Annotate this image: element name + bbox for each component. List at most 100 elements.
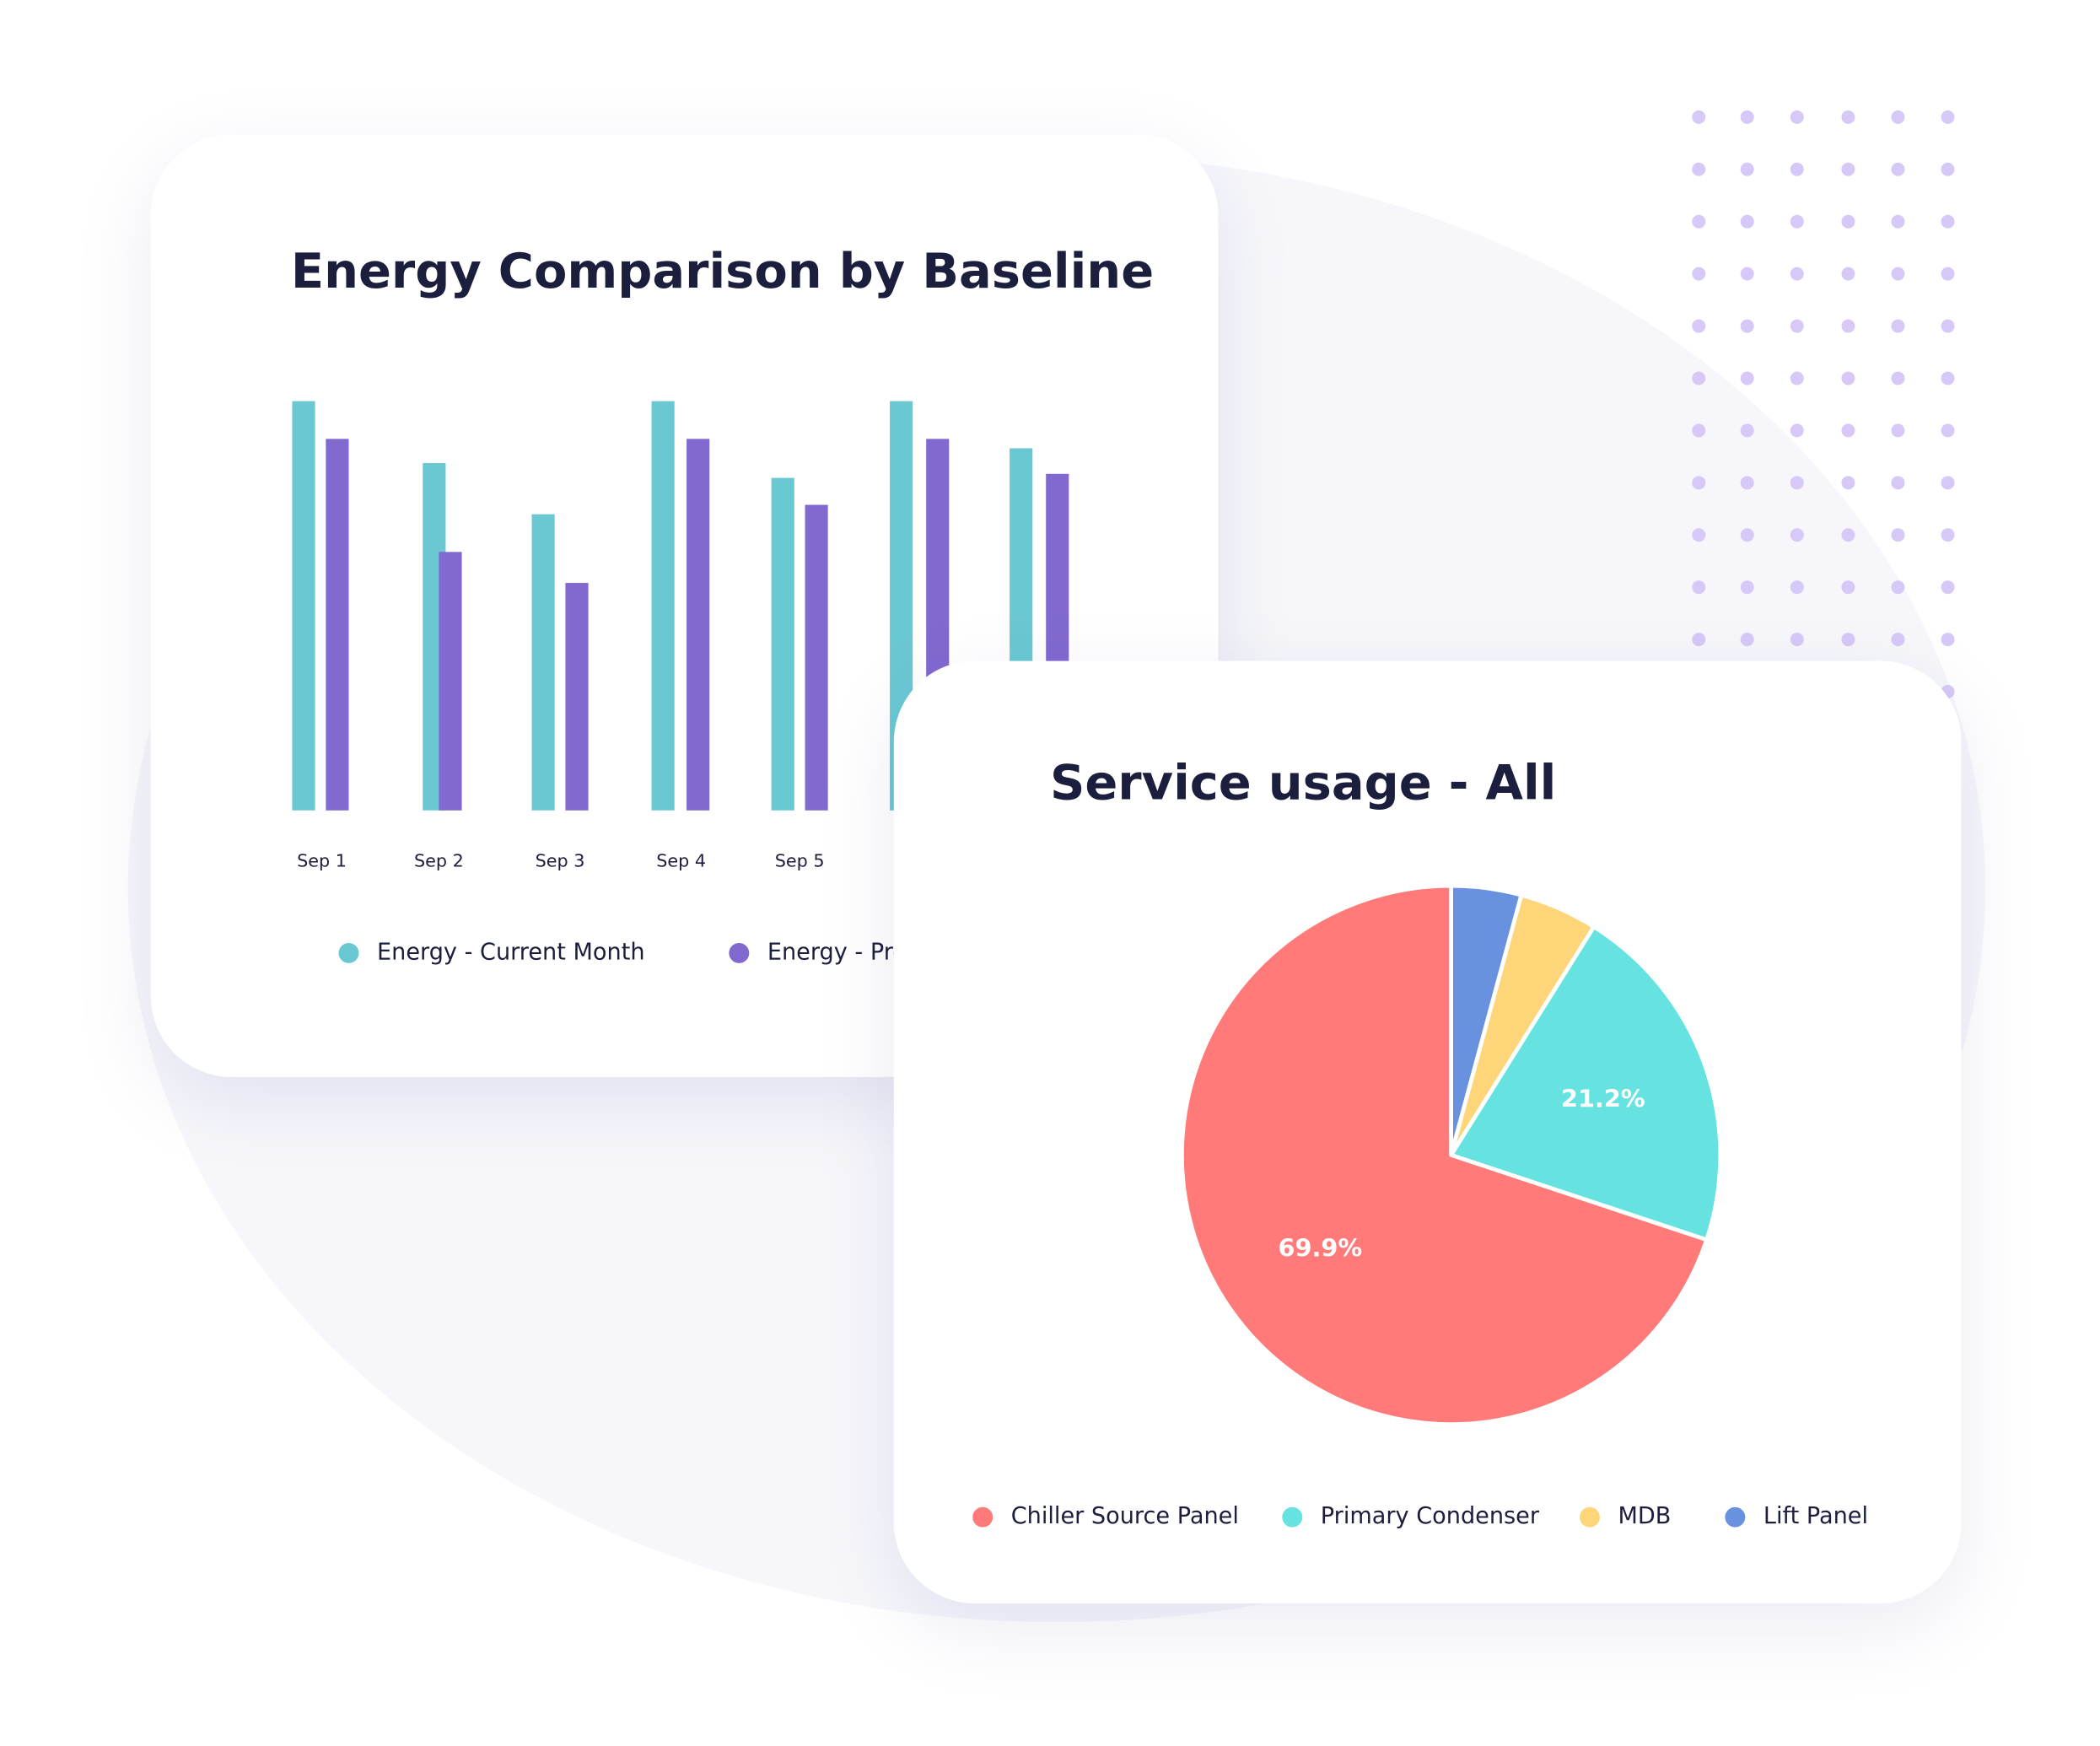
dot: [1740, 110, 1754, 124]
legend-marker: [338, 942, 359, 963]
dot: [1692, 319, 1706, 333]
x-tick-label: Sep 5: [775, 850, 825, 870]
dot: [1841, 423, 1855, 438]
x-tick-label: Sep 4: [656, 850, 706, 870]
dot: [1692, 371, 1706, 385]
dot: [1740, 319, 1754, 333]
dot: [1841, 371, 1855, 385]
legend-marker: [1725, 1506, 1746, 1528]
bar: [292, 401, 315, 811]
dot: [1891, 162, 1905, 176]
pie-slice: [1449, 924, 1723, 1242]
dot: [1941, 162, 1955, 176]
dot: [1790, 110, 1804, 124]
dot: [1891, 580, 1905, 595]
dot: [1790, 423, 1804, 438]
dot: [1891, 371, 1905, 385]
dot: [1740, 528, 1754, 542]
dot: [1891, 214, 1905, 229]
dot: [1692, 267, 1706, 281]
dot: [1891, 267, 1905, 281]
legend-label: MDB: [1618, 1503, 1672, 1529]
bar: [651, 401, 675, 811]
dot: [1841, 476, 1855, 490]
bar: [565, 583, 589, 811]
dot: [1740, 423, 1754, 438]
legend-marker: [1282, 1506, 1303, 1528]
dot: [1740, 214, 1754, 229]
dot: [1941, 580, 1955, 595]
dot: [1692, 162, 1706, 176]
data-label: 21.2%: [1561, 1084, 1645, 1113]
dot: [1692, 423, 1706, 438]
dot: [1891, 110, 1905, 124]
dot: [1841, 162, 1855, 176]
legend-label: Lift Panel: [1763, 1503, 1868, 1529]
dot: [1740, 267, 1754, 281]
dot: [1841, 580, 1855, 595]
dot: [1941, 267, 1955, 281]
dot: [1891, 319, 1905, 333]
dot: [1941, 110, 1955, 124]
dot: [1790, 580, 1804, 595]
dot: [1841, 633, 1855, 647]
dot: [1841, 528, 1855, 542]
dot: [1941, 528, 1955, 542]
dot: [1740, 476, 1754, 490]
dot: [1692, 476, 1706, 490]
dot: [1841, 319, 1855, 333]
dot: [1790, 214, 1804, 229]
x-tick-label: Sep 1: [297, 850, 347, 870]
dot: [1790, 267, 1804, 281]
dot: [1891, 633, 1905, 647]
bar: [805, 504, 828, 811]
dot: [1790, 528, 1804, 542]
dot: [1692, 580, 1706, 595]
dot: [1891, 476, 1905, 490]
dot: [1692, 633, 1706, 647]
dot: [1740, 633, 1754, 647]
bar: [771, 477, 794, 811]
dot: [1790, 371, 1804, 385]
dot: [1841, 214, 1855, 229]
pie-slice: [1180, 883, 1709, 1426]
dot: [1740, 580, 1754, 595]
dot: [1692, 214, 1706, 229]
bar: [326, 439, 349, 811]
x-tick-label: Sep 2: [414, 850, 464, 870]
legend-label: Chiller Source Panel: [1011, 1503, 1239, 1529]
dot: [1841, 267, 1855, 281]
dot: [1790, 633, 1804, 647]
legend-label: Primary Condenser: [1321, 1503, 1540, 1529]
data-label: 69.9%: [1278, 1233, 1362, 1262]
dot: [1941, 476, 1955, 490]
x-tick-label: Sep 3: [536, 850, 585, 870]
dot: [1740, 162, 1754, 176]
legend-label: Energy - Pre: [767, 939, 907, 965]
dot: [1941, 423, 1955, 438]
dot: [1891, 528, 1905, 542]
bar: [439, 552, 462, 811]
dot: [1941, 633, 1955, 647]
dot: [1941, 319, 1955, 333]
bar: [531, 514, 555, 811]
chart-title: Service usage - All: [1050, 755, 1556, 811]
dot: [1790, 162, 1804, 176]
legend-marker: [729, 942, 750, 963]
legend-marker: [972, 1506, 993, 1528]
dot: [1692, 110, 1706, 124]
dot: [1891, 423, 1905, 438]
dot: [1790, 319, 1804, 333]
dot: [1941, 214, 1955, 229]
chart-title: Energy Comparison by Baseline: [291, 243, 1154, 299]
dot: [1841, 110, 1855, 124]
dot: [1790, 476, 1804, 490]
dot: [1740, 371, 1754, 385]
legend-label: Energy - Current Month: [377, 939, 645, 965]
legend-marker: [1580, 1506, 1600, 1528]
bar: [687, 439, 710, 811]
dot: [1692, 528, 1706, 542]
pie-chart: 21.2% 69.9% Chiller Source Panel Primary Co…: [972, 883, 1868, 1529]
